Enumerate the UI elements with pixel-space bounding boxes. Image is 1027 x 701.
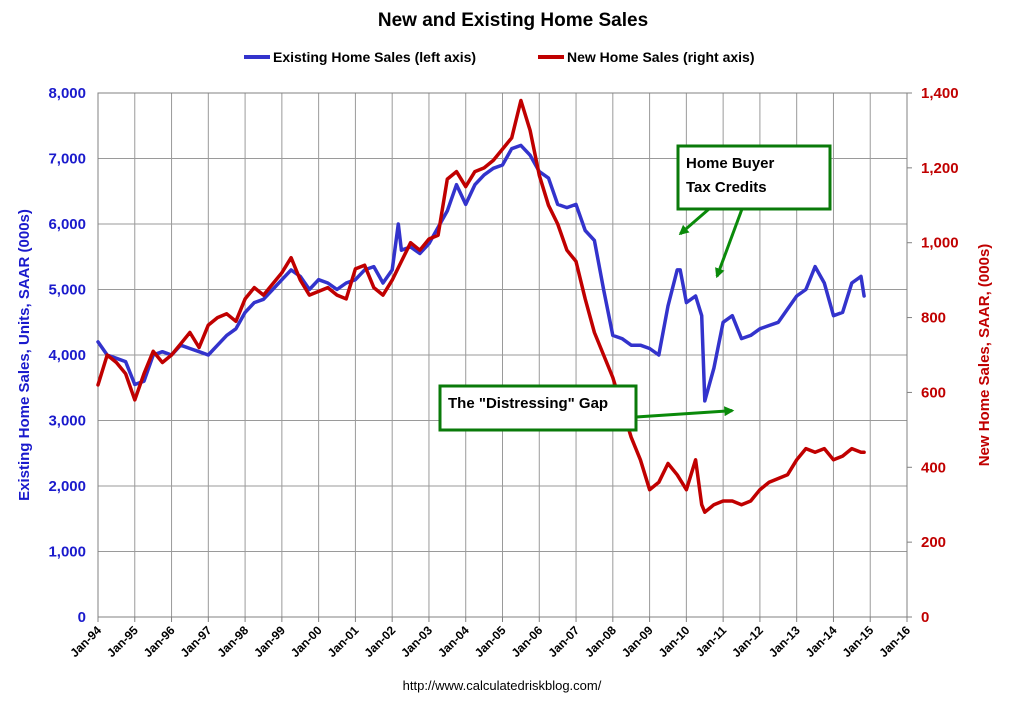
- x-tick-label: Jan-08: [582, 623, 619, 660]
- x-axis-ticks: Jan-94 Jan-95 Jan-96 Jan-97 Jan-98 Jan-99 Jan-…: [67, 617, 913, 660]
- y-tick-left: 5,000: [48, 282, 86, 299]
- annotation-text: Home Buyer: [686, 155, 775, 172]
- y-tick-right: 1,200: [921, 160, 959, 177]
- y-tick-right: 1,400: [921, 85, 959, 102]
- source-url: http://www.calculatedriskblog.com/: [403, 678, 602, 693]
- x-tick-label: Jan-01: [325, 623, 362, 660]
- x-tick-label: Jan-10: [656, 623, 693, 660]
- x-tick-label: Jan-03: [398, 623, 435, 660]
- x-tick-label: Jan-00: [288, 623, 325, 660]
- chart-title: New and Existing Home Sales: [378, 10, 648, 31]
- y-tick-left: 7,000: [48, 151, 86, 168]
- x-tick-label: Jan-15: [840, 623, 877, 660]
- y-tick-right: 0: [921, 609, 929, 626]
- x-tick-label: Jan-06: [509, 623, 546, 660]
- series-line-existing-home-sales: [96, 143, 866, 403]
- annotation-box: [676, 144, 832, 211]
- annotations: Home Buyer Tax Credits The "Distressing" G…: [438, 144, 832, 432]
- y-tick-left: 2,000: [48, 478, 86, 495]
- annotation-arrow: [715, 208, 744, 279]
- x-tick-label: Jan-97: [178, 623, 215, 660]
- x-tick-label: Jan-04: [435, 623, 472, 660]
- series-line-new-home-sales: [96, 98, 866, 514]
- x-tick-label: Jan-02: [362, 623, 399, 660]
- legend-label-existing: Existing Home Sales (left axis): [273, 49, 476, 65]
- x-tick-label: Jan-95: [104, 623, 141, 660]
- x-tick-label: Jan-98: [214, 623, 251, 660]
- y-tick-left: 1,000: [48, 544, 86, 561]
- x-tick-label: Jan-99: [251, 623, 288, 660]
- x-tick-label: Jan-94: [67, 623, 104, 660]
- y-tick-right: 800: [921, 310, 946, 327]
- annotation-text: The "Distressing" Gap: [448, 395, 608, 412]
- x-tick-label: Jan-05: [472, 623, 509, 660]
- y-tick-left: 3,000: [48, 413, 86, 430]
- annotation-arrow: [635, 406, 735, 419]
- annotation-text: Tax Credits: [686, 179, 767, 196]
- x-tick-label: Jan-07: [545, 623, 582, 660]
- y-tick-left: 0: [78, 609, 86, 626]
- y-tick-left: 4,000: [48, 347, 86, 364]
- series-lines: [96, 98, 866, 514]
- legend-label-new: New Home Sales (right axis): [567, 49, 755, 65]
- x-tick-label: Jan-16: [876, 623, 913, 660]
- x-tick-label: Jan-09: [619, 623, 656, 660]
- x-tick-label: Jan-12: [729, 623, 766, 660]
- x-tick-label: Jan-13: [766, 623, 803, 660]
- x-tick-label: Jan-96: [141, 623, 178, 660]
- annotation-box: [438, 384, 638, 432]
- x-tick-label: Jan-14: [803, 623, 840, 660]
- right-axis-ticks: 0 200 400 600 800 1,000 1,200 1,400: [907, 85, 959, 626]
- y-tick-right: 1,000: [921, 235, 959, 252]
- y-tick-right: 600: [921, 384, 946, 401]
- y-axis-label-left: Existing Home Sales, Units, SAAR (000s): [16, 209, 33, 501]
- y-tick-left: 8,000: [48, 85, 86, 102]
- y-tick-right: 200: [921, 534, 946, 551]
- x-tick-label: Jan-11: [693, 623, 730, 660]
- left-axis-ticks: 0 1,000 2,000 3,000 4,000 5,000 6,000 7,000 8,00…: [48, 85, 86, 626]
- y-tick-left: 6,000: [48, 216, 86, 233]
- annotation-arrow: [678, 207, 710, 236]
- y-axis-label-right: New Home Sales, SAAR, (000s): [976, 244, 993, 467]
- y-tick-right: 400: [921, 459, 946, 476]
- legend: Existing Home Sales (left axis) New Home…: [244, 49, 755, 65]
